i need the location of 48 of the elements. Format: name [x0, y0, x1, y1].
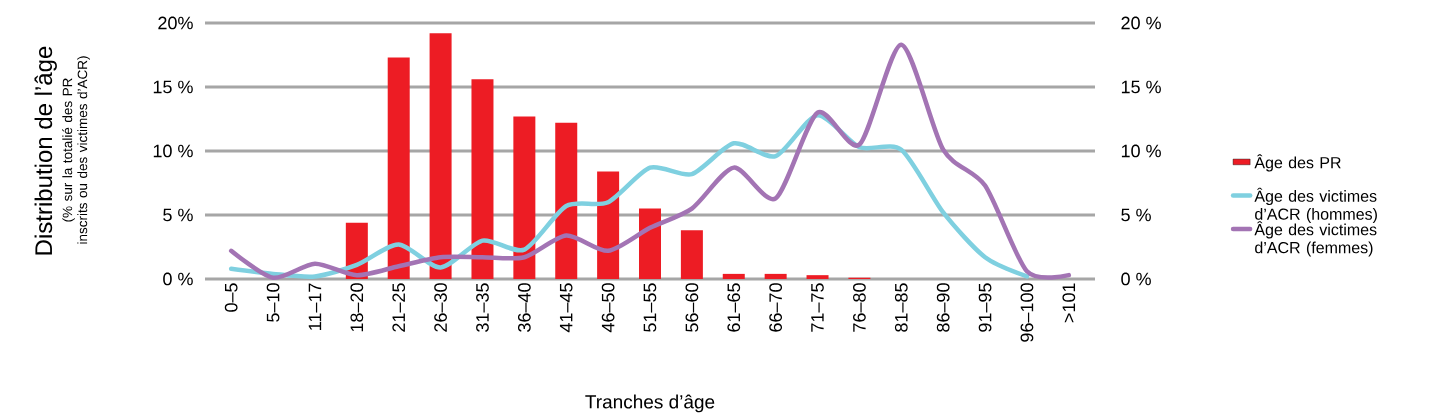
x-tick-label: 76–80 [853, 283, 866, 332]
bar [639, 208, 661, 279]
x-tick-label: 56–60 [685, 283, 699, 332]
y2-tick-label: 5 % [1121, 208, 1151, 222]
bar [764, 273, 787, 279]
y-tick-label: 0 % [163, 272, 193, 286]
line-series [228, 42, 1072, 280]
y-tick-label: 15 % [153, 80, 193, 94]
y2-tick-label: 20 % [1121, 16, 1161, 30]
x-tick-label: 31–35 [476, 283, 489, 332]
x-tick-label: >101 [1062, 283, 1076, 323]
bar [806, 275, 829, 279]
x-tick-label: 11–17 [308, 283, 322, 330]
bar [471, 79, 494, 279]
x-tick-label: 18–20 [350, 283, 364, 332]
bar [722, 273, 745, 279]
x-tick-label: 91–95 [978, 283, 992, 332]
x-tick-label: 21–25 [392, 283, 406, 332]
text: (% sur la totalié des PR inscrits ou des victimes d’ACR) [62, 56, 90, 244]
x-tick-label: 46–50 [601, 283, 615, 333]
x-tick-label: 0–5 [224, 283, 238, 312]
x-axis-title: Tranches d’âge [585, 394, 715, 413]
y2-tick-label: 0 % [1121, 272, 1151, 286]
x-tick-label: 41–45 [559, 283, 573, 333]
y-tick-label: 10 % [153, 144, 193, 158]
bar [429, 33, 452, 279]
y2-tick-label: 15 % [1121, 80, 1161, 94]
x-tick-label: 51–55 [643, 283, 657, 332]
x-tick-label: 36–40 [517, 283, 531, 332]
x-tick-label: 61–65 [727, 283, 741, 332]
x-tick-label: 96–100 [1020, 283, 1034, 342]
bar [387, 57, 410, 279]
bar [680, 230, 703, 279]
legend-label: Âge des victimes d’ACR (femmes) [1254, 221, 1377, 257]
x-tick-label: 81–85 [894, 283, 908, 332]
x-tick-label: 86–90 [936, 283, 950, 332]
x-tick-label: 26–30 [434, 283, 447, 332]
y-axis-title: Distribution de l’âge [34, 46, 57, 255]
x-tick-label: 71–75 [811, 283, 824, 332]
x-tick-label: 5–10 [266, 283, 280, 322]
bar [597, 171, 620, 279]
bar [555, 122, 578, 279]
y-tick-label: 20% [158, 16, 193, 30]
y2-tick-label: 10 % [1121, 144, 1161, 158]
legend-label: Âge des PR [1254, 154, 1341, 172]
x-tick-label: 66–70 [769, 283, 783, 332]
bar [513, 116, 536, 279]
y-tick-label: 5 % [163, 208, 193, 222]
